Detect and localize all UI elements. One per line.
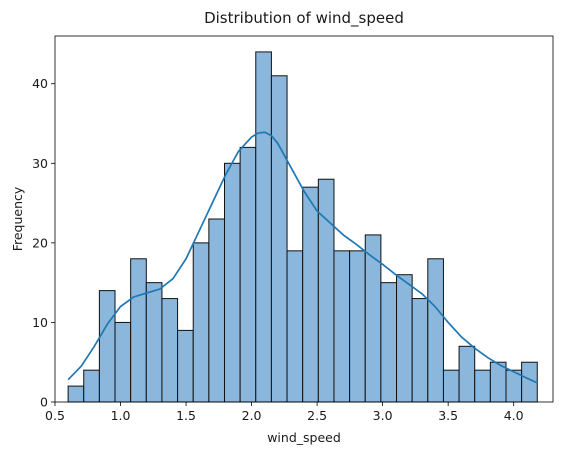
x-axis-ticks: 0.5 1.0 1.5 2.0 2.5 3.0 3.5 4.0 [45, 402, 524, 423]
histogram-bar [177, 329, 194, 403]
histogram-bar [192, 242, 210, 403]
y-tick-label: 10 [32, 315, 48, 330]
y-axis-label: Frequency [10, 186, 25, 251]
x-tick-label: 2.5 [307, 408, 327, 423]
histogram-bars [67, 51, 538, 403]
histogram-bar [239, 146, 257, 403]
histogram-bar [427, 258, 444, 403]
plot-frame [54, 35, 554, 403]
histogram-bar [145, 282, 163, 403]
histogram-bar [208, 218, 226, 403]
x-tick-label: 2.0 [242, 408, 262, 423]
histogram-bar [474, 369, 491, 403]
histogram-bar [364, 234, 382, 403]
histogram-bar [286, 250, 304, 403]
histogram-bar [161, 298, 179, 403]
histogram-bar [98, 290, 116, 403]
histogram-bar [317, 178, 335, 403]
histogram-bar [270, 75, 288, 403]
x-tick-label: 1.5 [176, 408, 196, 423]
histogram-bar [380, 282, 398, 403]
x-tick-label: 0.5 [45, 408, 65, 423]
histogram-bar [255, 51, 272, 403]
histogram-bar [442, 369, 460, 403]
histogram-bar [411, 298, 429, 403]
histogram-bar [114, 321, 132, 403]
histogram-bar [458, 345, 476, 403]
y-tick-label: 30 [32, 156, 48, 171]
histogram-bar [83, 369, 100, 403]
y-axis-ticks: 0 10 20 30 40 [32, 76, 55, 410]
histogram-bar [349, 250, 366, 403]
x-tick-label: 4.0 [504, 408, 524, 423]
x-tick-label: 3.0 [373, 408, 393, 423]
histogram-bar [302, 186, 319, 403]
y-tick-label: 0 [40, 395, 48, 410]
y-tick-label: 40 [32, 76, 48, 91]
x-tick-label: 3.5 [438, 408, 458, 423]
y-tick-label: 20 [32, 235, 48, 250]
histogram-bar [489, 361, 507, 403]
x-tick-label: 1.0 [111, 408, 131, 423]
histogram-bar [130, 258, 147, 403]
kde-curve [67, 131, 538, 384]
x-axis-label: wind_speed [267, 430, 341, 445]
histogram-bar [67, 385, 85, 403]
chart-title: Distribution of wind_speed [204, 9, 404, 28]
histogram-bar [396, 274, 413, 403]
histogram-bar [333, 250, 351, 403]
histogram-bar [223, 162, 241, 403]
